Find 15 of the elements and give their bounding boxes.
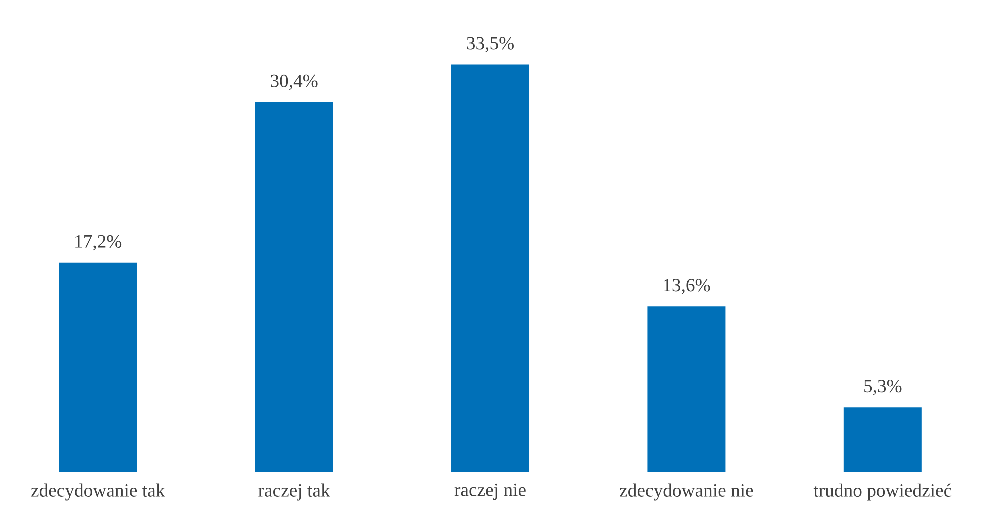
x-tick-label: zdecydowanie nie <box>620 484 754 501</box>
bar <box>452 64 530 472</box>
bar <box>648 306 726 472</box>
data-label: 13,6% <box>664 279 710 294</box>
bar <box>255 102 334 472</box>
data-label: 33,5% <box>467 37 514 52</box>
data-label: 5,3% <box>864 380 902 396</box>
x-tick-label: trudno powiedzieć <box>814 484 952 501</box>
x-tick-label: zdecydowanie tak <box>31 484 166 501</box>
x-tick-label: raczej nie <box>454 484 526 500</box>
bar <box>844 408 922 472</box>
data-label: 30,4% <box>271 74 318 90</box>
data-label: 17,2% <box>76 235 122 251</box>
x-tick-label: raczej tak <box>258 484 330 501</box>
bar <box>59 262 138 472</box>
